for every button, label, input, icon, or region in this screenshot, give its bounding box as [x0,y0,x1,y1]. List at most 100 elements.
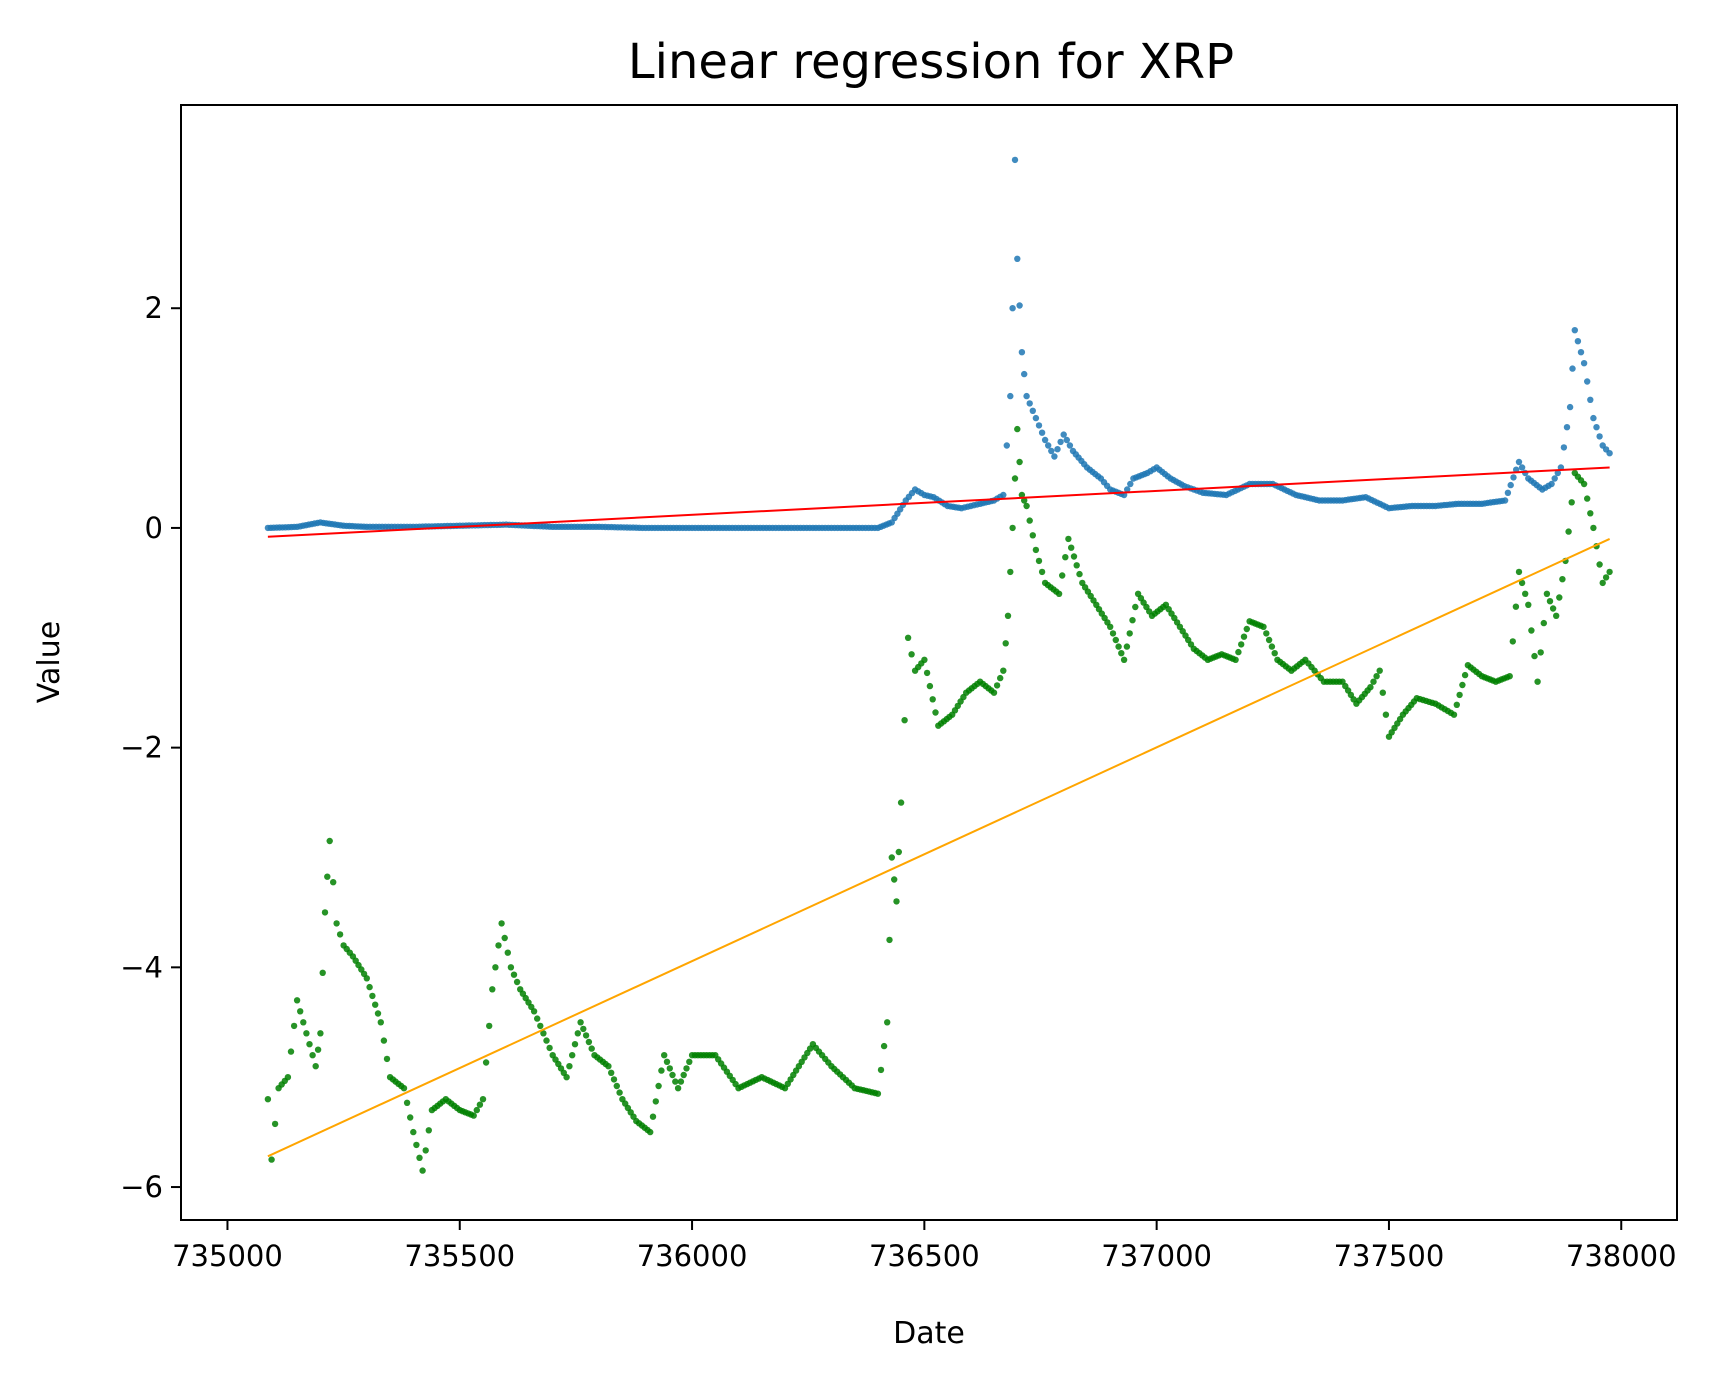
data-point [1548,480,1555,488]
data-point [1596,561,1603,568]
data-point [1018,491,1026,499]
data-point [1035,422,1043,429]
data-point [1268,643,1276,650]
data-point [1232,656,1239,663]
data-point [923,669,931,677]
data-point [1000,491,1007,499]
data-point [1007,568,1014,576]
data-point [380,1037,388,1044]
data-point [1265,636,1273,644]
data-point [1507,481,1514,489]
y-tick-label: 0 [145,511,163,545]
data-point [284,1074,292,1081]
data-point [1243,625,1251,633]
data-point [1522,590,1529,597]
data-point [652,1098,659,1105]
data-point [569,1052,576,1059]
data-point [321,909,329,916]
data-point [268,1156,275,1163]
data-point [649,1113,657,1120]
data-point [1003,442,1010,449]
data-point [1132,603,1139,611]
data-point [1016,302,1023,309]
data-point [1456,691,1463,699]
data-point [1563,424,1571,431]
data-point [1553,612,1560,619]
data-point [1587,510,1594,517]
data-point [663,1058,671,1066]
data-point [1060,431,1067,438]
data-point [1590,414,1597,422]
data-point [1023,502,1030,510]
data-point [686,1058,693,1066]
data-point [585,1038,593,1046]
data-point [563,1074,570,1081]
data-point [374,1010,382,1017]
data-point [303,1030,310,1037]
data-point [1574,338,1582,345]
plot-frame [180,104,1678,1221]
data-point [1020,370,1028,378]
y-axis-label: Value [32,621,67,703]
x-axis-label: Date [893,1316,965,1351]
data-point [306,1041,313,1048]
data-point [400,1085,408,1092]
data-point [1546,598,1554,605]
data-point [476,1101,484,1108]
data-point [1549,605,1557,612]
data-point [410,1128,417,1136]
data-point [309,1052,316,1059]
data-point [1123,643,1131,650]
data-point [1512,603,1520,610]
data-point [1041,436,1049,444]
data-point [1528,627,1535,634]
chart-title: Linear regression for XRP [628,34,1234,90]
data-point [1009,524,1016,532]
data-point [422,1147,429,1154]
data-point [1109,630,1117,637]
data-point [655,1082,662,1090]
data-point [1580,360,1588,367]
data-point [1065,535,1072,543]
data-point [492,964,499,971]
data-point [1565,528,1572,535]
data-point [1076,570,1083,578]
data-point [530,1008,538,1015]
x-tick-label: 737500 [1334,1239,1445,1273]
data-point [1584,378,1591,385]
data-point [1038,568,1046,576]
data-point [582,1032,590,1039]
data-point [1048,447,1055,455]
data-point [926,682,934,690]
data-point [886,936,893,944]
data-point [1367,684,1374,691]
series-0 [264,156,1613,532]
data-point [1073,562,1080,569]
data-point [1543,590,1551,597]
data-point [677,1078,685,1085]
data-point [498,920,505,927]
data-point [366,983,373,991]
data-point [1602,574,1610,581]
data-point [1127,480,1134,488]
data-point [479,1096,487,1103]
y-axis-ticks: −6 −4 −2 0 2 [120,291,181,1204]
data-point [319,969,326,976]
data-point [1571,327,1579,334]
data-point [874,1090,882,1097]
data-point [616,1089,623,1096]
x-tick-label: 738000 [1566,1239,1677,1273]
data-point [1045,442,1052,449]
data-point [1606,450,1613,457]
data-point [546,1044,553,1052]
data-point [314,1046,322,1053]
data-point [1554,469,1562,477]
data-point [1370,678,1377,685]
y-tick-label: −2 [120,731,163,765]
data-point [1540,619,1548,627]
data-point [419,1167,426,1174]
data-point [1029,407,1037,414]
data-point [1240,633,1248,640]
data-point [1260,623,1267,630]
data-point [1271,650,1278,657]
